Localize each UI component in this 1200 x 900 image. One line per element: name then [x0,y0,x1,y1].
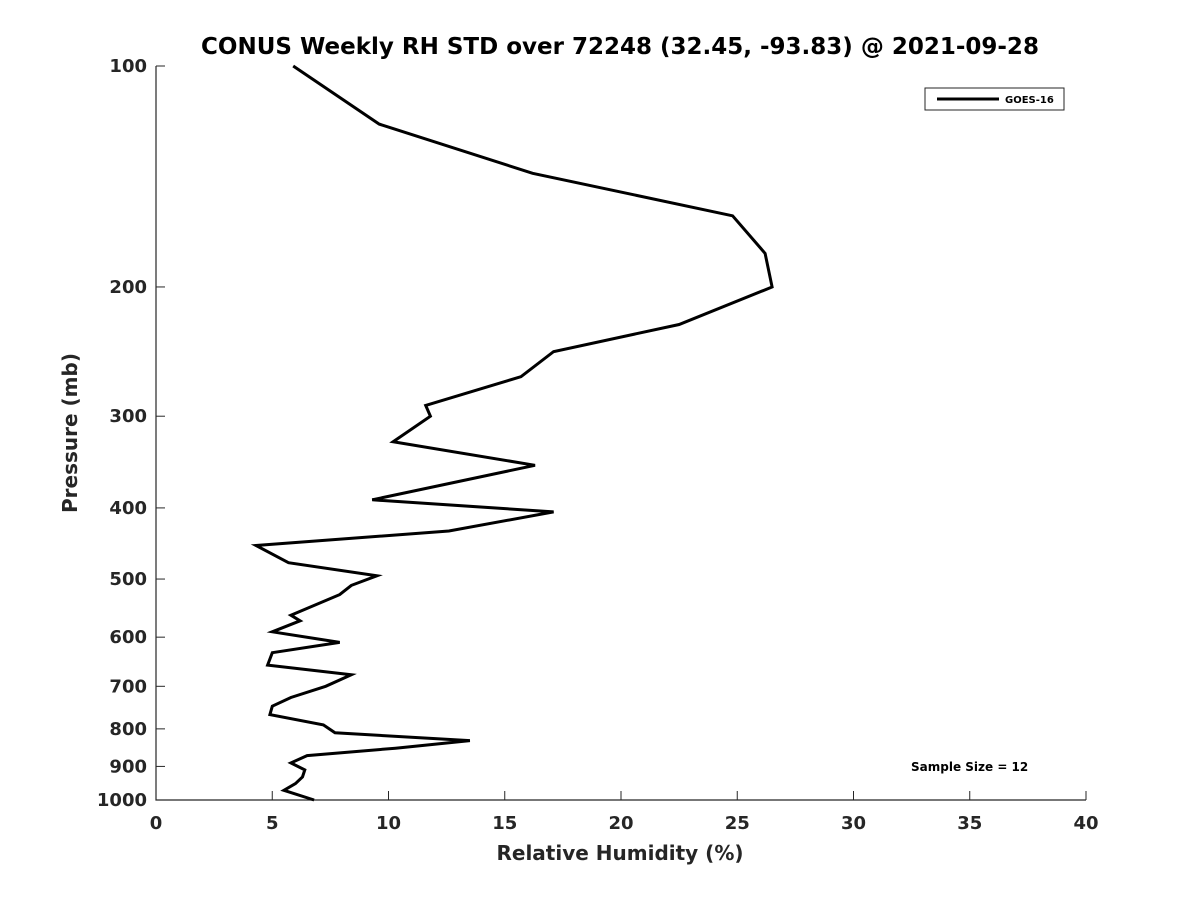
series-group [250,64,774,802]
y-tick-label: 300 [109,406,147,427]
plot-area: 0 5 10 15 20 25 30 35 40 100 200 300 400 500 600 700 80… [97,56,1099,834]
legend: GOES-16 [924,87,1065,111]
x-tick-label: 5 [266,813,279,834]
x-tick-label: 0 [150,813,163,834]
x-tick-label: 30 [841,813,866,834]
y-axis: 100 200 300 400 500 600 700 800 900 1000 [97,56,165,811]
y-tick-label: 900 [109,756,147,777]
y-tick-label: 400 [109,498,147,519]
y-tick-label: 200 [109,277,147,298]
x-tick-label: 25 [725,813,750,834]
legend-label-goes-16: GOES-16 [1005,95,1054,106]
x-tick-label: 15 [492,813,517,834]
y-tick-label: 100 [109,56,147,77]
x-tick-label: 20 [608,813,633,834]
x-tick-label: 35 [957,813,982,834]
x-tick-label: 10 [376,813,401,834]
chart-title: CONUS Weekly RH STD over 72248 (32.45, -… [201,34,1039,60]
y-tick-label: 600 [109,627,147,648]
y-tick-label: 800 [109,719,147,740]
y-axis-label: Pressure (mb) [58,353,82,513]
y-tick-label: 1000 [97,790,147,811]
x-axis-label: Relative Humidity (%) [496,841,743,865]
sample-size-annotation: Sample Size = 12 [911,760,1028,774]
x-tick-label: 40 [1073,813,1098,834]
axis-frame [155,66,1086,801]
x-axis: 0 5 10 15 20 25 30 35 40 [150,791,1099,834]
y-tick-label: 700 [109,676,147,697]
y-tick-label: 500 [109,569,147,590]
series-line-goes-16 [250,64,774,802]
